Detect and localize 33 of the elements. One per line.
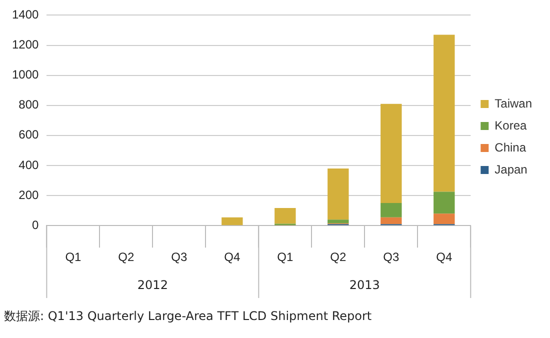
y-tick-label: 800 [18, 98, 40, 112]
bar [434, 34, 455, 192]
legend-label: China [494, 140, 526, 154]
legend-label: Japan [494, 162, 528, 176]
x-tick-label: Q1 [65, 250, 82, 264]
bar [328, 220, 349, 224]
bar [434, 214, 455, 224]
bar [380, 217, 402, 224]
y-tick-label: 600 [18, 128, 40, 142]
x-tick-label: Q2 [330, 250, 346, 264]
text: 数据源: Q1'13 Quarterly Large-Area TFT LCD Shipment Report [4, 308, 372, 325]
text: 2013 [349, 278, 380, 292]
y-tick-label: 400 [18, 158, 40, 172]
x-tick-label: Q1 [277, 250, 294, 264]
bar [274, 208, 296, 224]
text: 2012 [137, 278, 168, 292]
bar [380, 203, 402, 218]
legend-label: Korea [494, 118, 527, 132]
x-tick-label: Q3 [171, 250, 188, 264]
legend-label: Taiwan [494, 96, 532, 110]
y-tick-label: 1000 [12, 68, 40, 82]
bar [222, 217, 243, 226]
x-tick-label: Q2 [118, 250, 135, 264]
y-tick-label: 1200 [12, 38, 40, 52]
bar [434, 192, 455, 214]
bar [328, 168, 349, 220]
y-tick-label: 200 [18, 188, 40, 202]
bar [380, 104, 402, 204]
y-tick-label: 0 [32, 218, 40, 232]
x-tick-label: Q4 [436, 250, 452, 264]
x-tick-label: Q4 [224, 250, 240, 264]
y-tick-label: 1400 [12, 8, 40, 22]
x-tick-label: Q3 [383, 250, 400, 264]
